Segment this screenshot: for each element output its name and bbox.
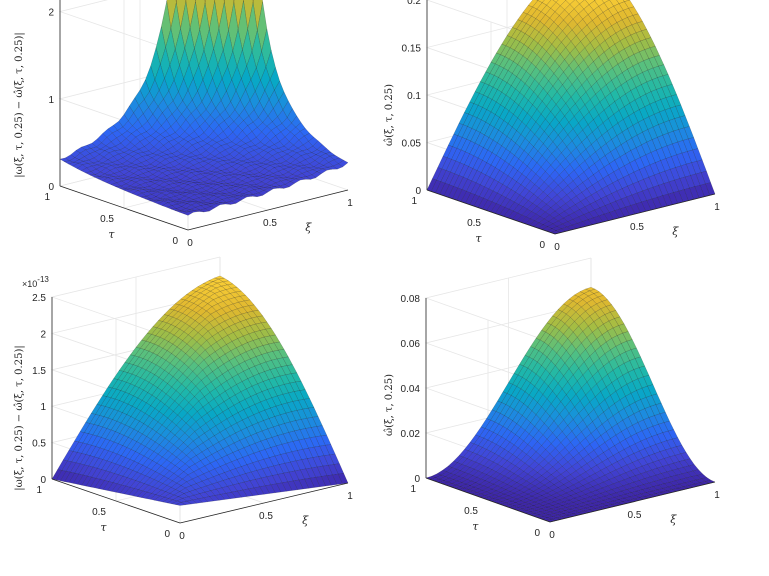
x-tick-label: 1 — [714, 490, 720, 501]
y-tick-label: 1 — [410, 484, 416, 495]
z-tick-label: 0.05 — [402, 139, 422, 150]
z-tick-label: 0.06 — [401, 339, 421, 350]
y-tick-label: 0 — [534, 528, 540, 539]
y-axis-label: τ — [108, 228, 115, 241]
x-tick-label: 0.5 — [630, 222, 644, 233]
z-exponent-label: ×10-13 — [22, 275, 49, 289]
y-tick-label: 0.5 — [467, 218, 481, 229]
y-tick-label: 0.5 — [464, 506, 478, 517]
y-tick-label: 1 — [36, 485, 42, 496]
x-axis-label: ξ — [670, 513, 677, 526]
x-tick-label: 1 — [347, 491, 353, 502]
y-tick-label: 0 — [172, 236, 178, 247]
z-tick-label: 0 — [40, 475, 46, 486]
z-tick-label: 0.08 — [401, 294, 421, 305]
x-tick-label: 0 — [179, 531, 185, 542]
axis-lines — [425, 298, 716, 523]
z-tick-label: 0.04 — [401, 384, 421, 395]
x-tick-label: 0 — [549, 530, 555, 541]
z-tick-label: 0.5 — [32, 439, 46, 450]
z-tick-label: 1 — [40, 402, 46, 413]
z-tick-label: 1.5 — [32, 366, 46, 377]
y-tick-label: 0 — [164, 529, 170, 540]
x-tick-label: 0.5 — [628, 510, 642, 521]
surface-mesh — [425, 287, 716, 523]
z-tick-label: 0.02 — [401, 429, 421, 440]
y-axis-label: τ — [100, 521, 107, 534]
y-axis-label: τ — [472, 520, 479, 533]
x-tick-label: 0.5 — [259, 511, 273, 522]
x-tick-label: 1 — [714, 202, 720, 213]
z-tick-label: 2 — [48, 8, 54, 19]
z-tick-label: 2.5 — [32, 293, 46, 304]
axis-lines — [51, 297, 349, 524]
z-axis-label: |ω(ξ, τ, 0.25) − ω̂(ξ, τ, 0.25)| — [14, 32, 25, 177]
z-tick-label: 0.15 — [402, 44, 422, 55]
z-tick-label: 0 — [48, 182, 54, 193]
x-axis-label: ξ — [672, 225, 679, 238]
x-tick-label: 0 — [554, 242, 560, 253]
y-tick-label: 0.5 — [100, 214, 114, 225]
z-tick-label: 1 — [48, 95, 54, 106]
x-axis-label: ξ — [302, 514, 309, 527]
z-axis-label: ω̂(ξ, τ, 0.25) — [384, 374, 395, 436]
surface-mesh — [59, 0, 349, 216]
surface-mesh — [51, 275, 349, 506]
surface-mesh — [426, 0, 716, 235]
z-tick-label: 2 — [40, 329, 46, 340]
axis-lines — [59, 0, 349, 231]
x-tick-label: 0 — [187, 238, 193, 249]
y-tick-label: 1 — [411, 196, 417, 207]
axis-lines — [426, 0, 716, 235]
y-tick-label: 0.5 — [92, 507, 106, 518]
z-axis-label: ω̂(ξ, τ, 0.25) — [384, 84, 395, 146]
y-axis-label: τ — [475, 232, 482, 245]
z-tick-label: 0 — [415, 186, 421, 197]
z-tick-label: 0.2 — [407, 0, 421, 7]
z-tick-label: 0 — [414, 474, 420, 485]
x-tick-label: 1 — [347, 198, 353, 209]
x-tick-label: 0.5 — [263, 218, 277, 229]
x-axis-label: ξ — [305, 221, 312, 234]
z-tick-label: 0.1 — [407, 91, 421, 102]
y-tick-label: 1 — [44, 192, 50, 203]
z-axis-label: |ω(ξ, τ, 0.25) − ω̂(ξ, τ, 0.25)| — [14, 345, 25, 490]
y-tick-label: 0 — [539, 240, 545, 251]
